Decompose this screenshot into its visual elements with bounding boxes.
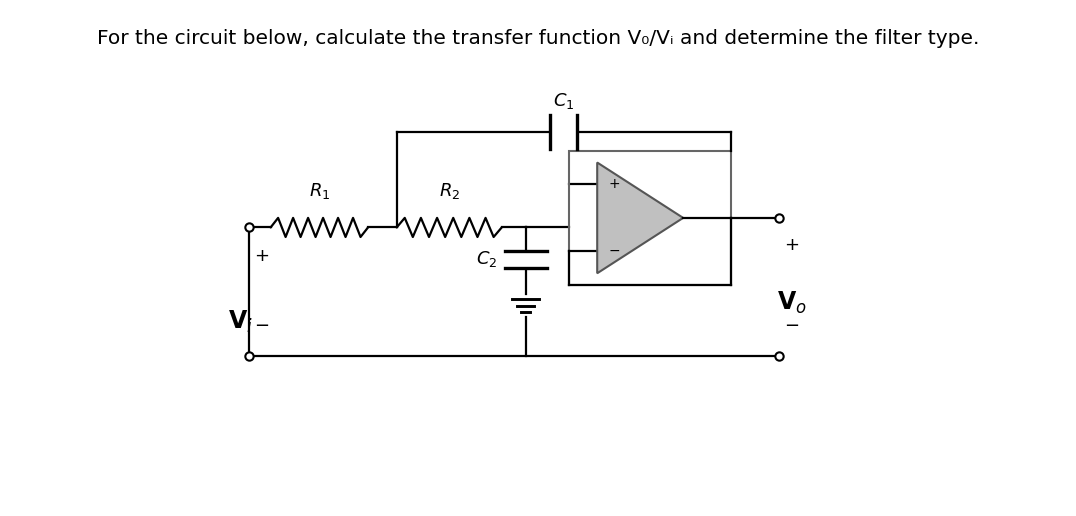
Text: $R_1$: $R_1$ <box>309 181 330 201</box>
Text: $\mathbf{V}_{i}$: $\mathbf{V}_{i}$ <box>228 309 254 335</box>
Text: +: + <box>784 236 799 254</box>
Bar <box>568 151 731 285</box>
Text: −: − <box>609 244 620 259</box>
Text: $C_1$: $C_1$ <box>553 91 575 111</box>
Text: $R_2$: $R_2$ <box>439 181 459 201</box>
Text: +: + <box>255 247 269 265</box>
Text: For the circuit below, calculate the transfer function V₀/Vᵢ and determine the f: For the circuit below, calculate the tra… <box>97 29 979 48</box>
Text: −: − <box>784 317 799 335</box>
Text: +: + <box>609 178 620 191</box>
Text: $C_2$: $C_2$ <box>476 249 497 269</box>
Polygon shape <box>597 163 683 273</box>
Text: −: − <box>254 317 270 335</box>
Text: $\mathbf{V}_{o}$: $\mathbf{V}_{o}$ <box>777 289 807 316</box>
